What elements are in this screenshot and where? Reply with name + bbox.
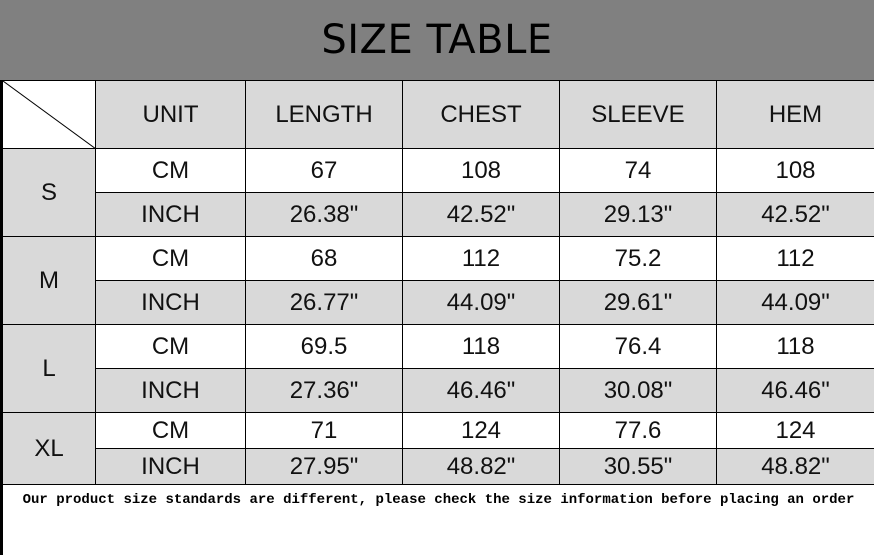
table-row: M CM 68 112 75.2 112 (2, 236, 874, 325)
table-row: S CM 67 108 74 108 (2, 148, 874, 237)
unit-cell: INCH (95, 280, 246, 325)
value-cell: 76.4 (559, 324, 717, 369)
value-cell: 30.55" (559, 448, 717, 485)
value-cell: 67 (245, 148, 403, 193)
table-row: L CM 69.5 118 76.4 118 (2, 324, 874, 413)
value-cell: 42.52" (716, 192, 874, 237)
unit-cell: INCH (95, 448, 246, 485)
value-cell: 29.13" (559, 192, 717, 237)
size-table: UNIT LENGTH CHEST SLEEVE HEM S CM 67 108 74 1… (2, 80, 874, 485)
header-sleeve: SLEEVE (559, 80, 717, 149)
table-row: XL CM 71 124 77.6 124 (2, 412, 874, 485)
size-label: S (2, 148, 96, 237)
table-row: INCH 27.36" 46.46" 30.08" 46.46" (3, 368, 874, 413)
table-row: INCH 26.38" 42.52" 29.13" 42.52" (3, 192, 874, 237)
value-cell: 44.09" (402, 280, 560, 325)
value-cell: 74 (559, 148, 717, 193)
header-chest: CHEST (402, 80, 560, 149)
value-cell: 30.08" (559, 368, 717, 413)
value-cell: 71 (245, 412, 403, 449)
value-cell: 68 (245, 236, 403, 281)
size-label: XL (2, 412, 96, 485)
value-cell: 112 (716, 236, 874, 281)
header-length: LENGTH (245, 80, 403, 149)
value-cell: 77.6 (559, 412, 717, 449)
table-row: INCH 27.95" 48.82" 30.55" 48.82" (3, 448, 874, 485)
unit-cell: CM (95, 324, 246, 369)
unit-cell: INCH (95, 192, 246, 237)
value-cell: 42.52" (402, 192, 560, 237)
header-hem: HEM (716, 80, 874, 149)
value-cell: 69.5 (245, 324, 403, 369)
value-cell: 44.09" (716, 280, 874, 325)
value-cell: 26.77" (245, 280, 403, 325)
header-row: UNIT LENGTH CHEST SLEEVE HEM (2, 80, 874, 149)
unit-cell: CM (95, 412, 246, 449)
value-cell: 46.46" (716, 368, 874, 413)
unit-cell: CM (95, 148, 246, 193)
value-cell: 46.46" (402, 368, 560, 413)
value-cell: 75.2 (559, 236, 717, 281)
size-label: M (2, 236, 96, 325)
value-cell: 108 (402, 148, 560, 193)
table-row: INCH 26.77" 44.09" 29.61" 44.09" (3, 280, 874, 325)
header-unit: UNIT (95, 80, 246, 149)
value-cell: 118 (716, 324, 874, 369)
value-cell: 48.82" (716, 448, 874, 485)
size-note: Our product size standards are different… (22, 492, 855, 508)
value-cell: 124 (402, 412, 560, 449)
value-cell: 112 (402, 236, 560, 281)
value-cell: 29.61" (559, 280, 717, 325)
table-title: SIZE TABLE (0, 0, 874, 80)
value-cell: 48.82" (402, 448, 560, 485)
unit-cell: CM (95, 236, 246, 281)
value-cell: 108 (716, 148, 874, 193)
unit-cell: INCH (95, 368, 246, 413)
corner-cell (2, 80, 96, 149)
value-cell: 118 (402, 324, 560, 369)
value-cell: 26.38" (245, 192, 403, 237)
value-cell: 27.95" (245, 448, 403, 485)
diagonal-line (3, 81, 96, 149)
size-label: L (2, 324, 96, 413)
value-cell: 124 (716, 412, 874, 449)
value-cell: 27.36" (245, 368, 403, 413)
